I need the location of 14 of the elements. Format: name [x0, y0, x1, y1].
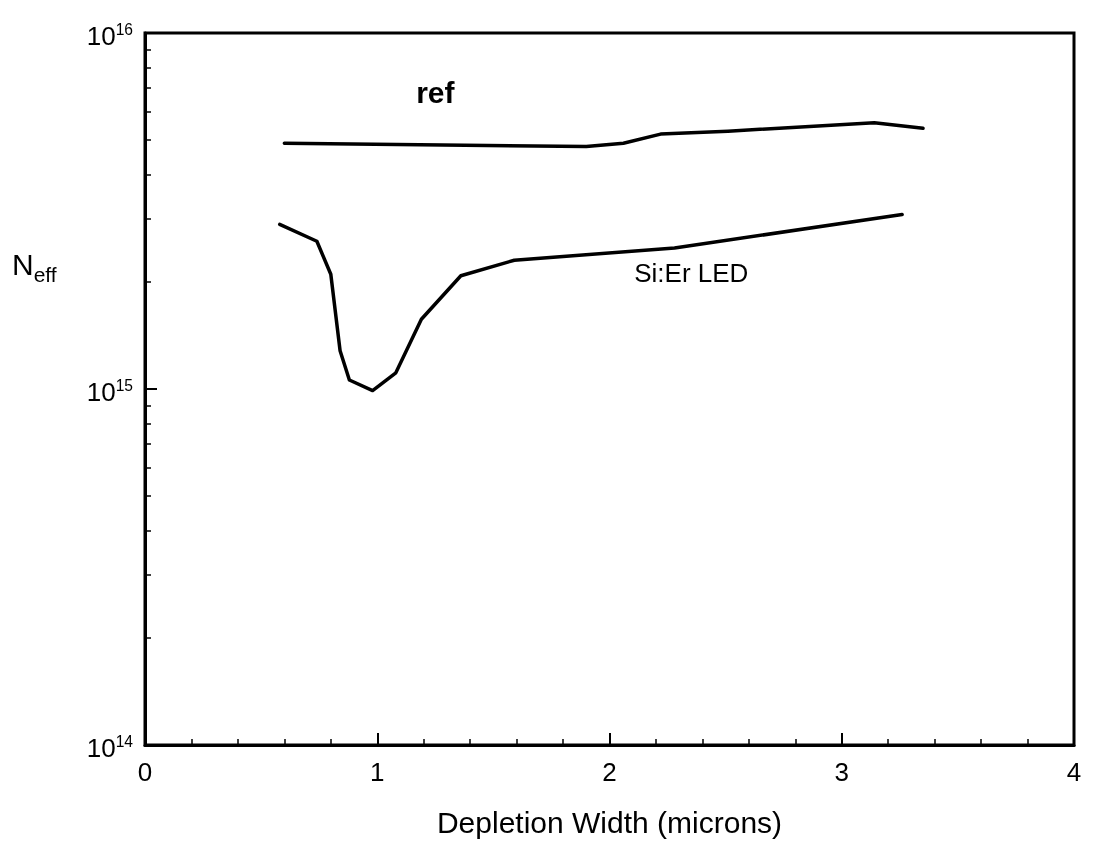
- line-series: [282, 120, 925, 149]
- x-tick-label: 1: [370, 757, 385, 787]
- x-tick-label: 2: [602, 757, 617, 787]
- x-tick-label: 3: [834, 757, 849, 787]
- y-tick-label: 10$^{16}$: [86, 19, 133, 51]
- y-axis-title: N$_{eff}$: [12, 248, 57, 288]
- line-series: [277, 212, 904, 393]
- x-tick-label: 4: [1066, 757, 1082, 787]
- series-label: ref: [416, 76, 456, 110]
- series-label: Si:Er LED: [634, 258, 749, 289]
- y-tick-label: 10$^{14}$: [86, 731, 133, 763]
- x-axis-title: Depletion Width (microns): [436, 805, 783, 839]
- x-tick-label: 0: [137, 757, 153, 787]
- y-tick-label: 10$^{15}$: [86, 375, 133, 407]
